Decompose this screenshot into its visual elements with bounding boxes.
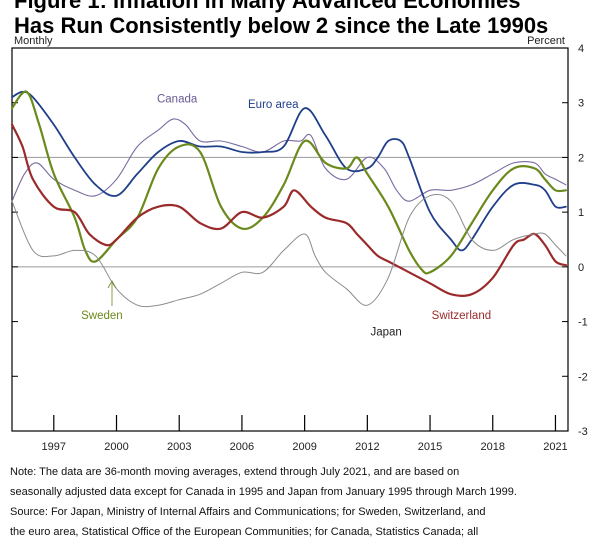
y-tick-label: 4: [578, 43, 584, 55]
x-tick-label: 2003: [167, 441, 191, 453]
series-line-sweden: [10, 90, 567, 275]
note-line-2: seasonally adjusted data except for Cana…: [10, 486, 517, 498]
x-tick-label: 2009: [292, 441, 316, 453]
y-axis-ticks: 4 3 2 1 0 -1 -2 -3: [12, 43, 588, 438]
source-line-2: the euro area, Statistical Office of the…: [10, 526, 479, 538]
series-annotations: Canada Euro area Sweden Japan Switzerland: [81, 94, 491, 339]
sweden-pointer-arrow: [107, 280, 117, 289]
x-tick-label: 2021: [543, 441, 567, 453]
y-tick-label: 2: [578, 152, 584, 164]
left-axis-label: Monthly: [14, 35, 53, 47]
annotation-japan: Japan: [370, 326, 401, 338]
reference-lines: [12, 156, 568, 268]
annotation-sweden: Sweden: [81, 310, 123, 322]
source-line-1: Source: For Japan, Ministry of Internal …: [10, 506, 486, 518]
x-tick-label: 2006: [230, 441, 254, 453]
series-line-euro-area: [11, 90, 567, 252]
y-tick-label: -2: [578, 371, 588, 383]
y-tick-label: -3: [578, 426, 588, 438]
x-tick-label: 2015: [418, 441, 442, 453]
x-tick-label: 2000: [104, 441, 128, 453]
chart-title: Figure 1: Inflation in Many Advanced Eco…: [14, 0, 594, 38]
y-tick-label: 3: [578, 98, 584, 110]
series-line-canada: [11, 118, 567, 202]
y-tick-label: 1: [578, 207, 584, 219]
line-chart: Monthly Percent 4 3 2 1 0 -1 -2 -3 1997 2000 2003…: [10, 35, 588, 453]
series-line-japan: [11, 193, 567, 308]
x-axis-ticks: 1997 2000 2003 2006 2009 2012 2015 2018 2021: [42, 415, 568, 453]
chart-title-line-2: Has Run Consistently below 2 since the L…: [14, 13, 549, 38]
annotation-euro-area: Euro area: [248, 99, 299, 111]
y-tick-label: -1: [578, 317, 588, 329]
plot-frame: [11, 47, 569, 432]
series-line-switzerland: [10, 123, 567, 298]
x-tick-label: 2012: [355, 441, 379, 453]
y-tick-label: 0: [578, 262, 584, 274]
chart-notes: Note: The data are 36-month moving avera…: [10, 462, 594, 542]
annotation-canada: Canada: [157, 94, 198, 106]
x-tick-label: 1997: [42, 441, 66, 453]
note-line-1: Note: The data are 36-month moving avera…: [10, 466, 460, 478]
x-tick-label: 2018: [481, 441, 505, 453]
chart-title-line-1: Figure 1: Inflation in Many Advanced Eco…: [14, 0, 521, 13]
annotation-switzerland: Switzerland: [432, 310, 491, 322]
series-lines: [10, 90, 567, 308]
right-axis-label: Percent: [527, 35, 565, 47]
